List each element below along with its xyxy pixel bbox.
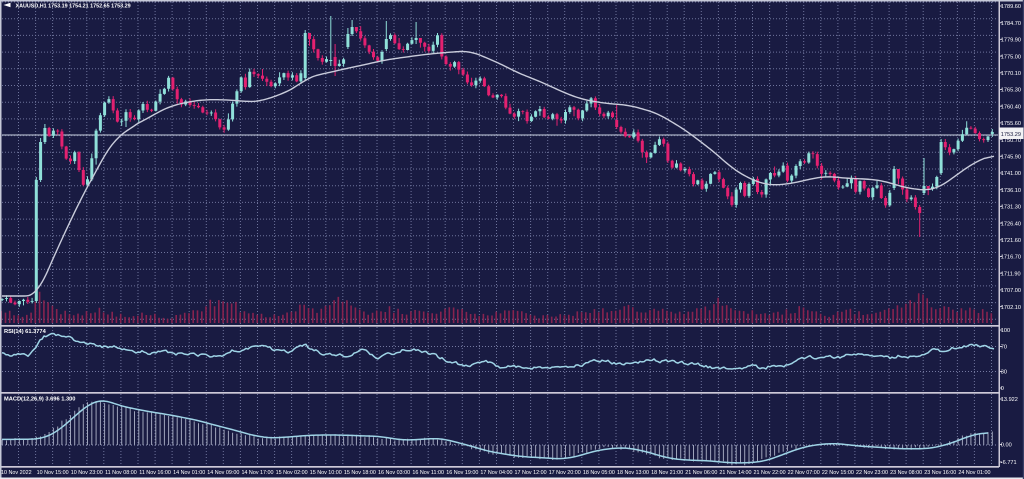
svg-text:16 Nov 19:00: 16 Nov 19:00 xyxy=(446,470,478,476)
svg-text:1779.90: 1779.90 xyxy=(1001,38,1021,44)
svg-text:10 Nov 2022: 10 Nov 2022 xyxy=(1,470,32,476)
svg-text:14 Nov 17:00: 14 Nov 17:00 xyxy=(241,470,273,476)
svg-text:XAUUSD,H1 1753.19 1754.21 175: XAUUSD,H1 1753.19 1754.21 1752.65 1753.2… xyxy=(16,4,131,10)
svg-text:1726.40: 1726.40 xyxy=(1001,221,1021,227)
svg-text:11 Nov 08:00: 11 Nov 08:00 xyxy=(105,470,137,476)
svg-text:1755.60: 1755.60 xyxy=(1001,121,1021,127)
svg-text:1770.10: 1770.10 xyxy=(1001,71,1021,77)
svg-text:1760.40: 1760.40 xyxy=(1001,104,1021,110)
svg-text:1736.10: 1736.10 xyxy=(1001,188,1021,194)
svg-text:0: 0 xyxy=(1001,386,1004,392)
svg-text:1745.90: 1745.90 xyxy=(1001,155,1021,161)
svg-text:17 Nov 12:00: 17 Nov 12:00 xyxy=(515,470,547,476)
svg-text:1750.70: 1750.70 xyxy=(1001,138,1021,144)
svg-text:10 Nov 23:00: 10 Nov 23:00 xyxy=(71,470,103,476)
svg-text:30: 30 xyxy=(1001,370,1007,376)
svg-text:100: 100 xyxy=(1001,328,1010,334)
svg-text:1775.00: 1775.00 xyxy=(1001,54,1021,60)
svg-text:10 Nov 15:00: 10 Nov 15:00 xyxy=(37,470,69,476)
svg-text:14 Nov 09:00: 14 Nov 09:00 xyxy=(207,470,239,476)
svg-text:-6.771: -6.771 xyxy=(1001,460,1017,466)
svg-text:22 Nov 15:00: 22 Nov 15:00 xyxy=(822,470,854,476)
svg-text:0.00: 0.00 xyxy=(1001,443,1012,449)
svg-text:RSI(14) 61.3774: RSI(14) 61.3774 xyxy=(4,329,47,335)
svg-text:MACD(12,26,9) 3.696 1.300: MACD(12,26,9) 3.696 1.300 xyxy=(4,397,75,403)
svg-text:24 Nov 01:00: 24 Nov 01:00 xyxy=(958,470,990,476)
svg-text:23 Nov 16:00: 23 Nov 16:00 xyxy=(924,470,956,476)
svg-text:1702.10: 1702.10 xyxy=(1001,305,1021,311)
svg-text:1707.00: 1707.00 xyxy=(1001,288,1021,294)
svg-text:22 Nov 23:00: 22 Nov 23:00 xyxy=(856,470,888,476)
svg-text:21 Nov 22:00: 21 Nov 22:00 xyxy=(754,470,786,476)
svg-text:1784.70: 1784.70 xyxy=(1001,21,1021,27)
svg-text:1716.70: 1716.70 xyxy=(1001,255,1021,261)
svg-text:22 Nov 07:00: 22 Nov 07:00 xyxy=(788,470,820,476)
svg-text:11 Nov 16:00: 11 Nov 16:00 xyxy=(139,470,171,476)
svg-text:18 Nov 21:00: 18 Nov 21:00 xyxy=(651,470,683,476)
svg-text:1753.29: 1753.29 xyxy=(1001,132,1021,138)
svg-text:23 Nov 08:00: 23 Nov 08:00 xyxy=(890,470,922,476)
svg-text:14 Nov 01:00: 14 Nov 01:00 xyxy=(173,470,205,476)
svg-text:18 Nov 05:00: 18 Nov 05:00 xyxy=(583,470,615,476)
svg-text:18 Nov 13:00: 18 Nov 13:00 xyxy=(617,470,649,476)
svg-text:16 Nov 11:00: 16 Nov 11:00 xyxy=(412,470,444,476)
svg-text:15 Nov 02:00: 15 Nov 02:00 xyxy=(276,470,308,476)
svg-text:1721.60: 1721.60 xyxy=(1001,238,1021,244)
svg-text:15 Nov 10:00: 15 Nov 10:00 xyxy=(310,470,342,476)
svg-text:21 Nov 14:00: 21 Nov 14:00 xyxy=(719,470,751,476)
svg-text:16 Nov 03:00: 16 Nov 03:00 xyxy=(378,470,410,476)
svg-text:1731.30: 1731.30 xyxy=(1001,205,1021,211)
svg-text:17 Nov 04:00: 17 Nov 04:00 xyxy=(480,470,512,476)
svg-text:17 Nov 20:00: 17 Nov 20:00 xyxy=(549,470,581,476)
svg-text:1711.90: 1711.90 xyxy=(1001,271,1021,277)
svg-text:1789.60: 1789.60 xyxy=(1001,4,1021,10)
svg-text:1765.30: 1765.30 xyxy=(1001,88,1021,94)
svg-text:1741.00: 1741.00 xyxy=(1001,171,1021,177)
svg-text:70: 70 xyxy=(1001,345,1007,351)
svg-text:21 Nov 06:00: 21 Nov 06:00 xyxy=(685,470,717,476)
svg-text:15 Nov 18:00: 15 Nov 18:00 xyxy=(344,470,376,476)
svg-text:13.922: 13.922 xyxy=(1001,397,1018,403)
